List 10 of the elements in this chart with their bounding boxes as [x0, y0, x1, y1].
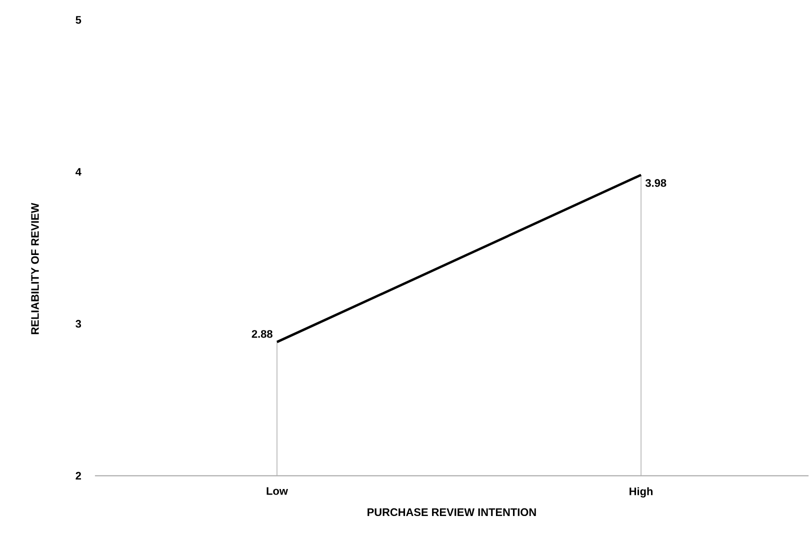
y-tick-label: 2 — [76, 472, 81, 480]
x-axis-title: PURCHASE REVIEW INTENTION — [368, 508, 536, 516]
y-axis-title: RELIABILITY OF REVIEW — [31, 202, 39, 334]
y-tick-label: 4 — [76, 168, 82, 176]
x-tick-label: High — [630, 487, 653, 498]
data-label: 3.98 — [645, 179, 666, 188]
x-tick-label: Low — [266, 487, 288, 496]
data-label: 2.88 — [252, 330, 272, 338]
y-tick-label: 5 — [76, 16, 82, 24]
y-tick-label: 3 — [76, 320, 82, 328]
